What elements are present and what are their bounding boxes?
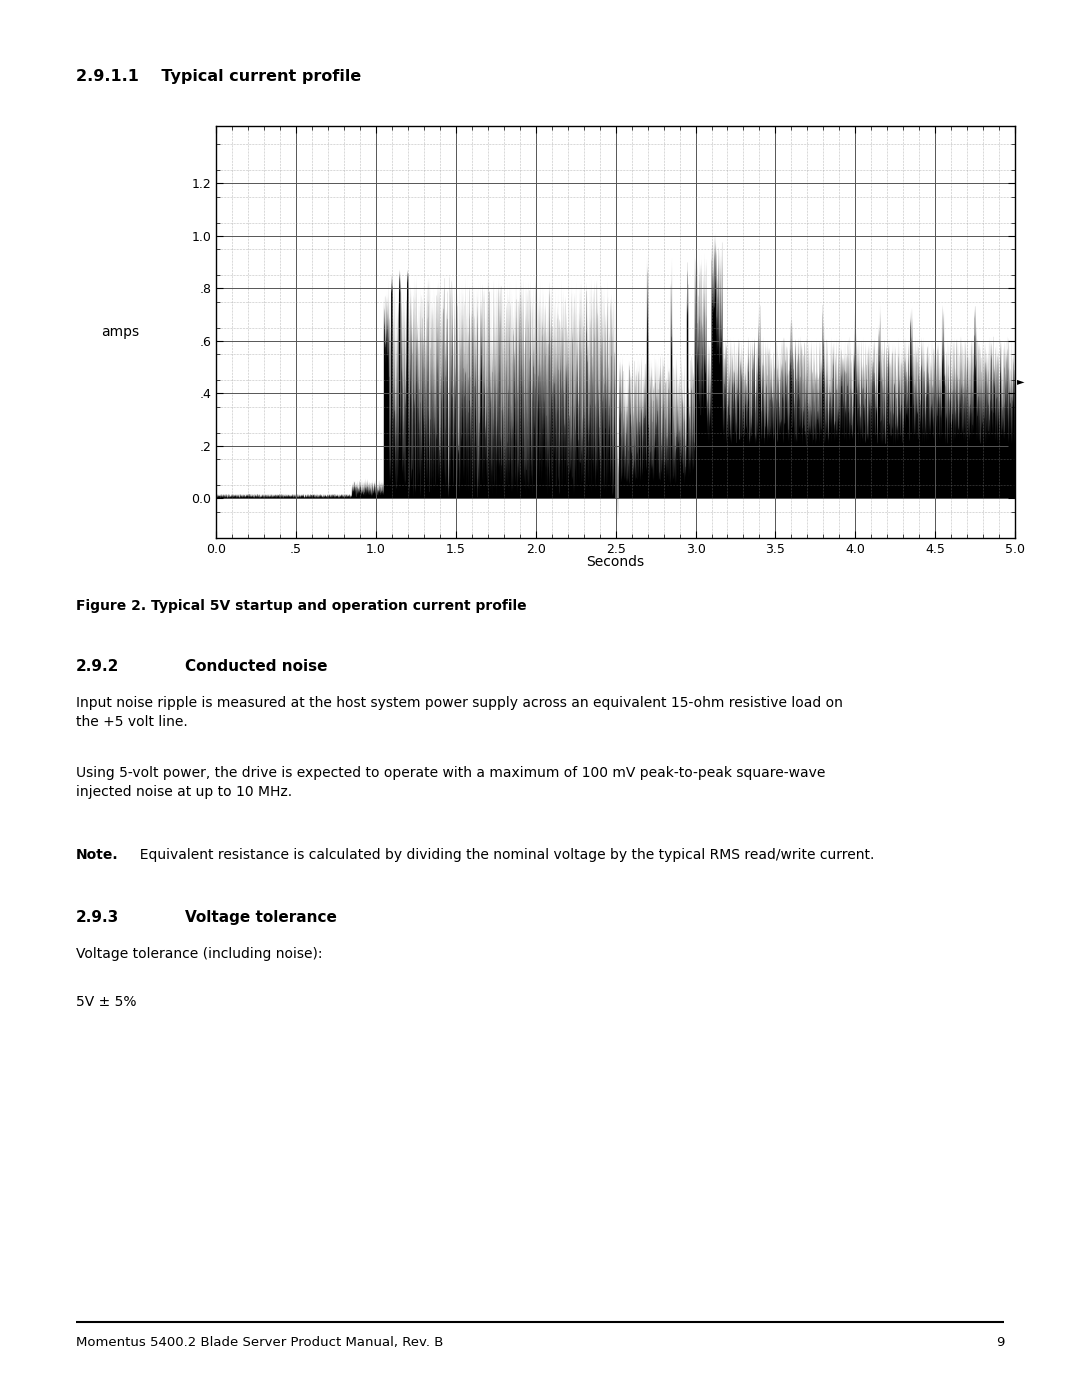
Text: 9: 9	[996, 1336, 1004, 1350]
Text: Input noise ripple is measured at the host system power supply across an equival: Input noise ripple is measured at the ho…	[76, 696, 842, 729]
Text: Voltage tolerance (including noise):: Voltage tolerance (including noise):	[76, 947, 322, 961]
Text: 2.9.3: 2.9.3	[76, 911, 119, 925]
Text: 5V ± 5%: 5V ± 5%	[76, 995, 136, 1009]
Text: Voltage tolerance: Voltage tolerance	[185, 911, 337, 925]
Text: Seconds: Seconds	[586, 555, 645, 570]
Text: Momentus 5400.2 Blade Server Product Manual, Rev. B: Momentus 5400.2 Blade Server Product Man…	[76, 1336, 443, 1350]
Text: Using 5-volt power, the drive is expected to operate with a maximum of 100 mV pe: Using 5-volt power, the drive is expecte…	[76, 766, 825, 799]
Text: Figure 2. Typical 5V startup and operation current profile: Figure 2. Typical 5V startup and operati…	[76, 599, 526, 613]
Text: 2.9.2: 2.9.2	[76, 659, 119, 673]
Text: Equivalent resistance is calculated by dividing the nominal voltage by the typic: Equivalent resistance is calculated by d…	[131, 848, 874, 862]
Text: ►: ►	[1016, 376, 1024, 386]
Text: Note.: Note.	[76, 848, 118, 862]
Text: amps: amps	[102, 324, 139, 339]
Text: Conducted noise: Conducted noise	[185, 659, 327, 673]
Text: 2.9.1.1    Typical current profile: 2.9.1.1 Typical current profile	[76, 70, 361, 84]
